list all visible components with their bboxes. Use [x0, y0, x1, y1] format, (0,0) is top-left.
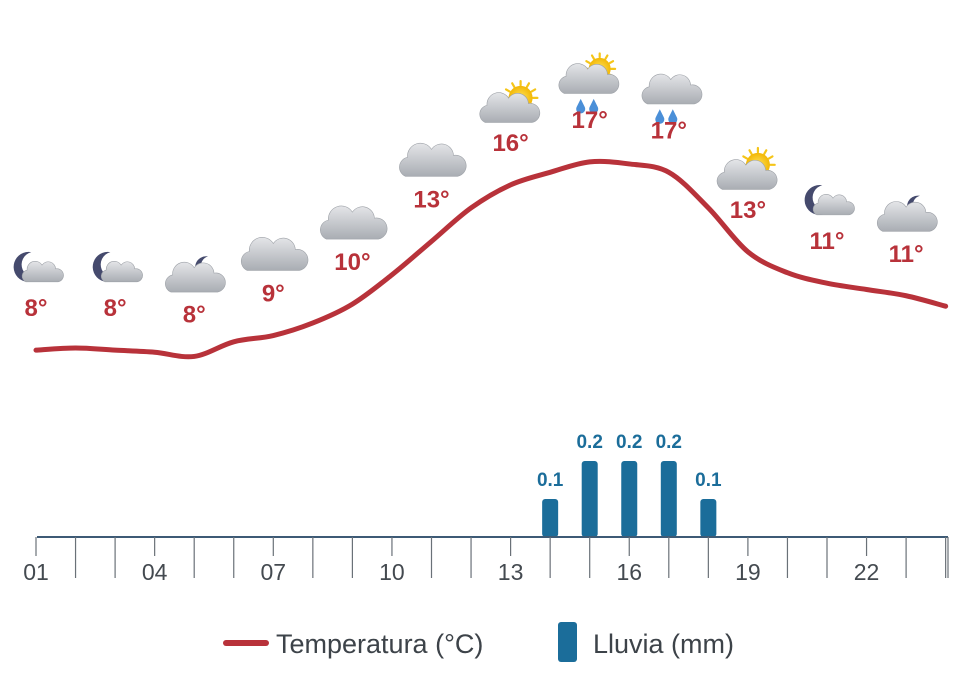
cloud-icon — [320, 205, 388, 240]
rain-value-label: 0.1 — [537, 470, 564, 491]
cloud-shape — [479, 92, 541, 123]
x-tick-label-bg — [848, 556, 885, 582]
sun-cloud-icon — [716, 146, 778, 190]
rain-value-label: 0.2 — [656, 432, 682, 453]
sun-cloud-rain-icon — [558, 52, 620, 114]
x-tick-label-bg — [373, 556, 410, 582]
temperature-line — [33, 158, 949, 360]
legend-temperature-label: Temperatura (°C) — [276, 629, 483, 659]
cloud-rain-icon — [641, 73, 703, 124]
cloud-shape — [716, 159, 778, 190]
temperature-point-label: 16° — [492, 130, 528, 157]
cloud-shape — [240, 237, 309, 271]
rain-value-label: 0.2 — [616, 432, 642, 453]
cloud-shape — [812, 194, 855, 216]
rain-bar — [621, 461, 638, 537]
cloud-shape — [100, 260, 143, 283]
x-tick-label: 04 — [142, 559, 168, 585]
x-tick-label-bg — [611, 556, 648, 582]
sun-ray — [590, 54, 596, 60]
x-tick-label-bg — [136, 556, 173, 582]
rain-bar — [542, 499, 559, 537]
temperature-point-label: 17° — [572, 107, 608, 134]
rain-series: 0.1 0.2 0.2 0.2 0.1 — [537, 432, 722, 537]
x-tick-label: 22 — [854, 559, 880, 585]
sun-cloud-icon — [479, 79, 541, 123]
cloud-shape — [641, 73, 703, 105]
rain-value-label: 0.1 — [695, 470, 722, 491]
rain-value-label: 0.2 — [576, 432, 602, 453]
rain-drop — [576, 98, 586, 114]
moon-crescent — [804, 184, 832, 215]
sun-ray — [604, 54, 609, 60]
x-tick-label: 13 — [498, 559, 524, 585]
rain-drop — [668, 109, 678, 124]
sun-ray — [767, 155, 774, 160]
sun-ray — [504, 88, 511, 93]
sun-ray — [608, 60, 615, 65]
weather-icons — [13, 52, 938, 293]
moon-cloud-icon — [804, 184, 855, 216]
temperature-point-label: 17° — [651, 117, 687, 144]
x-tick-label: 07 — [261, 559, 287, 585]
temperature-point-label: 13° — [413, 186, 449, 213]
x-tick-label-bg — [18, 556, 54, 582]
sun-ray — [585, 60, 591, 65]
cloud-moon-icon — [165, 256, 226, 293]
x-tick-label-bg — [255, 556, 292, 582]
legend-rain-swatch — [558, 622, 577, 662]
temperature-series — [33, 158, 949, 360]
x-axis: 01 04 07 10 13 16 19 22 — [18, 536, 949, 585]
temperature-labels: 8° 8° 8° 9° 10° 13° 16° 17° 17° 13° 11° 11° — [25, 107, 924, 329]
temperature-point-label: 13° — [730, 197, 766, 224]
moon-crescent — [92, 251, 121, 282]
cloud-shape — [558, 63, 620, 94]
moon-cloud-icon — [92, 251, 143, 283]
rain-drop — [589, 98, 599, 114]
cloud-shape — [399, 142, 467, 177]
sun-ray — [742, 155, 749, 160]
temperature-point-label: 8° — [104, 295, 127, 322]
cloud-shape — [21, 260, 64, 283]
cloud-shape — [320, 205, 388, 240]
x-tick-label: 01 — [23, 559, 49, 585]
moon-crescent — [13, 251, 41, 282]
sun-ray — [763, 149, 768, 156]
x-tick-label: 19 — [735, 559, 761, 585]
legend-rain-label: Lluvia (mm) — [593, 629, 734, 659]
sun-ray — [511, 82, 516, 89]
moon-cloud-icon — [13, 251, 64, 283]
temperature-point-label: 8° — [183, 301, 206, 328]
rain-bar — [700, 499, 717, 537]
temperature-point-label: 9° — [262, 281, 285, 308]
rain-drop — [655, 109, 665, 124]
legend: Temperatura (°C) Lluvia (mm) — [223, 622, 734, 662]
sun-ray — [525, 82, 531, 89]
temperature-point-label: 11° — [810, 228, 845, 255]
cloud-icon — [240, 237, 309, 271]
rain-bar — [581, 461, 598, 537]
x-tick-label-bg — [492, 556, 529, 582]
x-tick-label-bg — [729, 556, 766, 582]
cloud-shape — [876, 201, 938, 232]
sun-ray — [530, 88, 537, 93]
temperature-point-label: 8° — [25, 295, 48, 322]
temperature-point-label: 10° — [334, 249, 370, 276]
cloud-moon-icon — [876, 195, 938, 232]
rain-bar — [660, 461, 677, 537]
temperature-point-label: 11° — [889, 241, 924, 268]
cloud-icon — [399, 142, 467, 177]
x-tick-label: 16 — [616, 559, 642, 585]
x-tick-label: 10 — [379, 559, 405, 585]
sun-ray — [748, 149, 753, 156]
cloud-shape — [165, 261, 226, 293]
